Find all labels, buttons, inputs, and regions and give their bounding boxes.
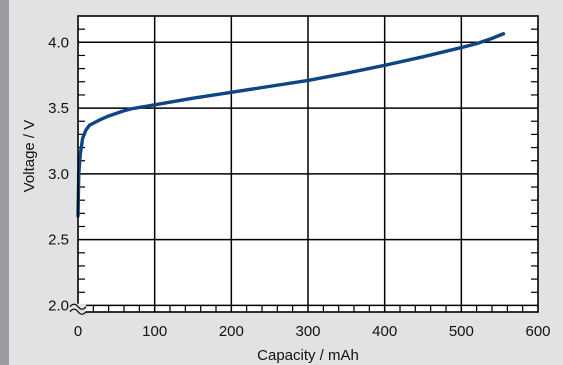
x-tick-label: 500 — [449, 323, 474, 340]
x-axis-title: Capacity / mAh — [257, 347, 359, 364]
y-tick-label: 4.0 — [48, 34, 69, 51]
x-tick-label: 300 — [295, 323, 320, 340]
y-tick-label: 3.5 — [48, 100, 69, 117]
left-edge-bar — [0, 0, 9, 365]
plot-frame — [77, 15, 539, 313]
minor-tick-marks — [78, 28, 538, 312]
series-line-voltage — [76, 32, 506, 218]
y-tick-labels: 2.0 2.5 3.0 3.5 4.0 — [48, 34, 69, 314]
x-tick-label: 100 — [142, 323, 167, 340]
x-tick-label: 600 — [525, 323, 550, 340]
axis-break-mark — [69, 303, 87, 315]
x-tick-label: 400 — [372, 323, 397, 340]
y-tick-label: 2.0 — [48, 297, 69, 314]
y-axis-title: Voltage / V — [21, 120, 38, 193]
x-tick-label: 200 — [219, 323, 244, 340]
x-tick-labels: 0 100 200 300 400 500 600 — [74, 323, 551, 340]
y-tick-label: 3.0 — [48, 166, 69, 183]
grid-lines — [78, 16, 538, 312]
y-tick-label: 2.5 — [48, 232, 69, 249]
x-tick-label: 0 — [74, 323, 82, 340]
